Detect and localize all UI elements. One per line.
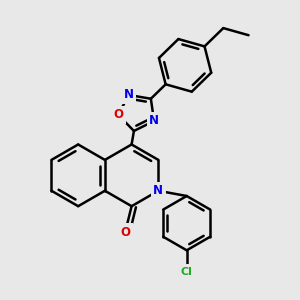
Text: N: N [124, 88, 134, 101]
Text: N: N [153, 184, 163, 197]
Text: O: O [120, 226, 130, 239]
Text: Cl: Cl [181, 267, 193, 277]
Text: N: N [149, 115, 159, 128]
Text: O: O [113, 108, 123, 121]
